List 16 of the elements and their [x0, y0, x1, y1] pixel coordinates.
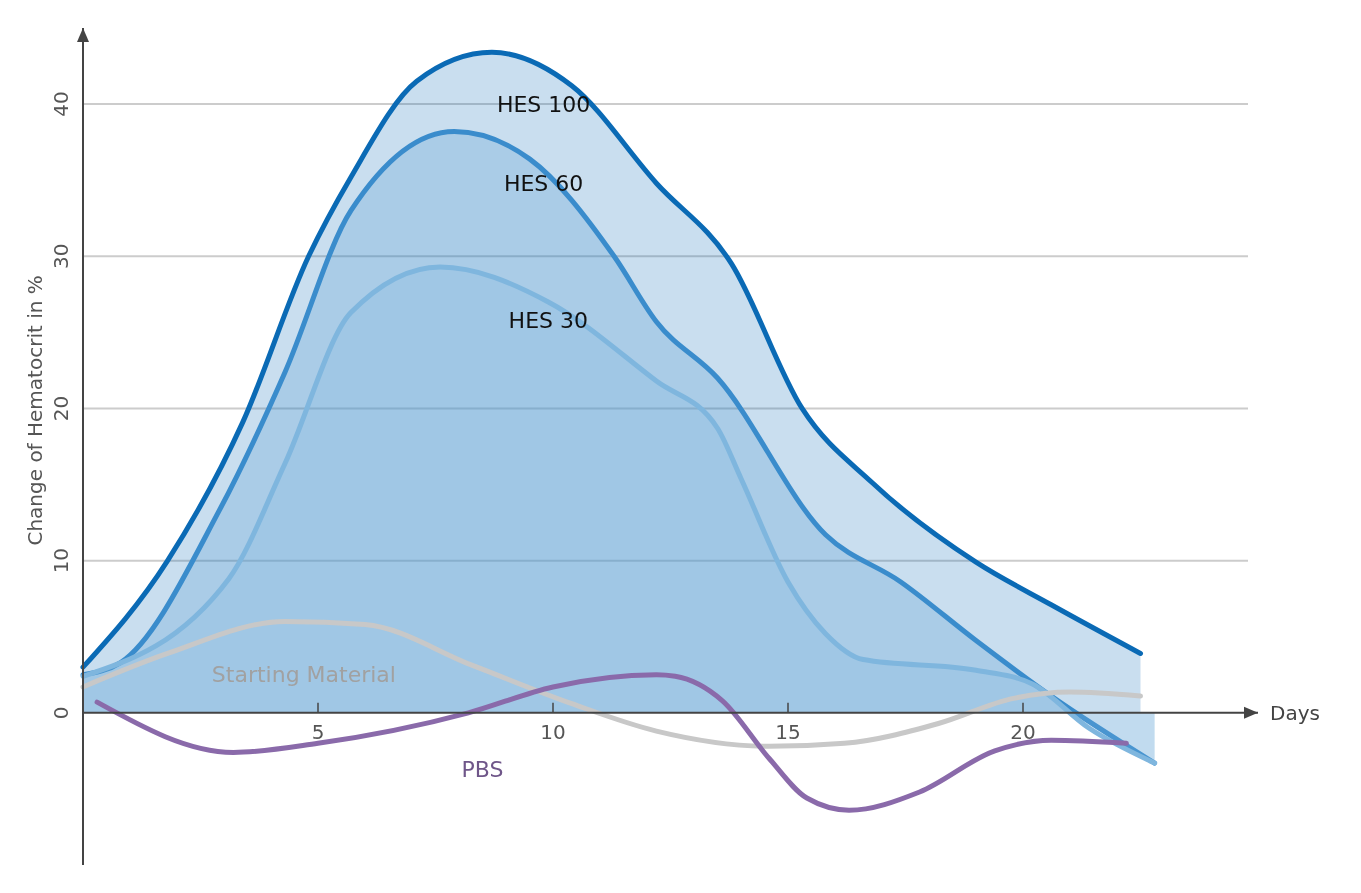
x-tick-label: 10 — [540, 719, 566, 744]
x-tick-label: 15 — [775, 719, 801, 744]
y-tick-label: 0 — [49, 706, 73, 720]
y-tick-label: 40 — [49, 91, 73, 117]
series-label: HES 30 — [508, 307, 588, 333]
y-tick-label: 20 — [49, 395, 73, 422]
series-label: Starting Material — [211, 662, 396, 688]
series-label: HES 100 — [496, 91, 591, 117]
y-tick-label: 10 — [49, 547, 73, 574]
series-label: PBS — [461, 756, 504, 782]
x-tick-label: 5 — [311, 719, 325, 744]
x-axis-title: Days — [1270, 700, 1320, 725]
x-tick-label: 20 — [1010, 719, 1036, 744]
y-axis-title: Change of Hematocrit in % — [23, 275, 47, 546]
series-label: HES 60 — [503, 170, 584, 196]
y-tick-label: 30 — [49, 243, 73, 269]
